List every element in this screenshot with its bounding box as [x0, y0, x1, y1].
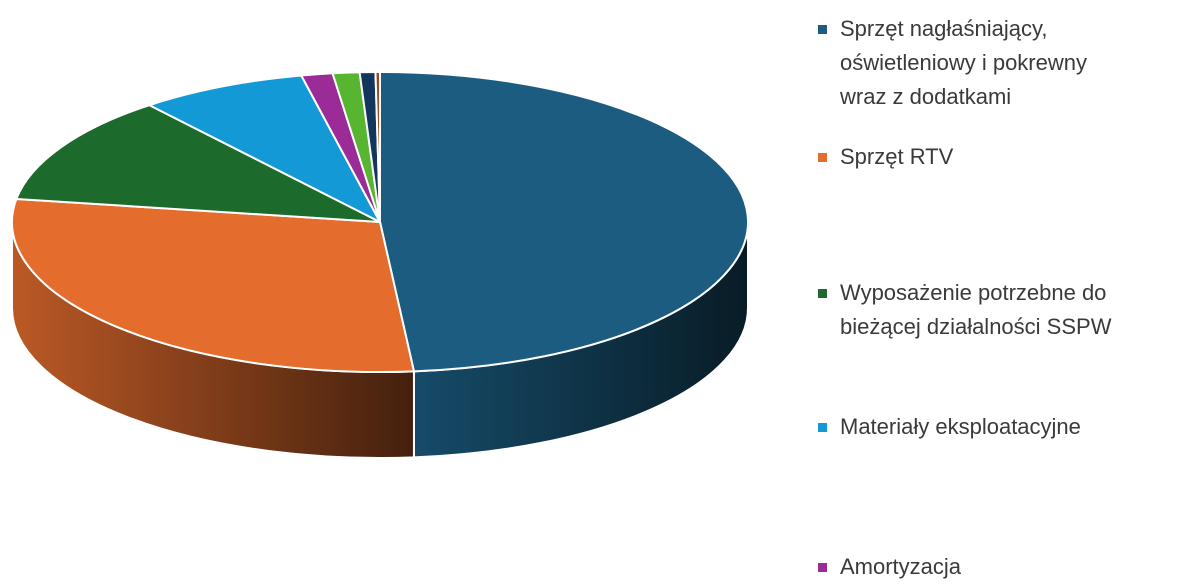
legend-label: Sprzęt RTV — [840, 144, 954, 169]
legend-swatch — [818, 423, 827, 432]
chart-legend: Sprzęt nagłaśniający, oświetleniowy i po… — [818, 0, 1184, 582]
legend-item: Sprzęt RTV — [818, 140, 1178, 174]
legend-swatch — [818, 25, 827, 34]
legend-label: Materiały eksploatacyjne — [840, 414, 1081, 439]
legend-item: Sprzęt nagłaśniający, oświetleniowy i po… — [818, 12, 1178, 114]
pie-slice-1 — [379, 71, 749, 373]
pie-slice-8 — [374, 71, 381, 223]
legend-label: Amortyzacja — [840, 554, 962, 579]
pie-chart — [11, 71, 749, 459]
pie-slice-2 — [11, 197, 415, 373]
legend-item: Wyposażenie potrzebne do bieżącej działa… — [818, 276, 1178, 344]
legend-swatch — [818, 563, 827, 572]
legend-item: Materiały eksploatacyjne — [818, 410, 1178, 444]
legend-label: Sprzęt nagłaśniający, oświetleniowy i po… — [840, 16, 1087, 109]
pie-slice-4 — [148, 74, 381, 223]
legend-label: Wyposażenie potrzebne do bieżącej działa… — [840, 280, 1112, 339]
legend-item: Amortyzacja — [818, 550, 1178, 584]
legend-swatch — [818, 289, 827, 298]
pie-slice-3 — [15, 104, 381, 223]
legend-swatch — [818, 153, 827, 162]
